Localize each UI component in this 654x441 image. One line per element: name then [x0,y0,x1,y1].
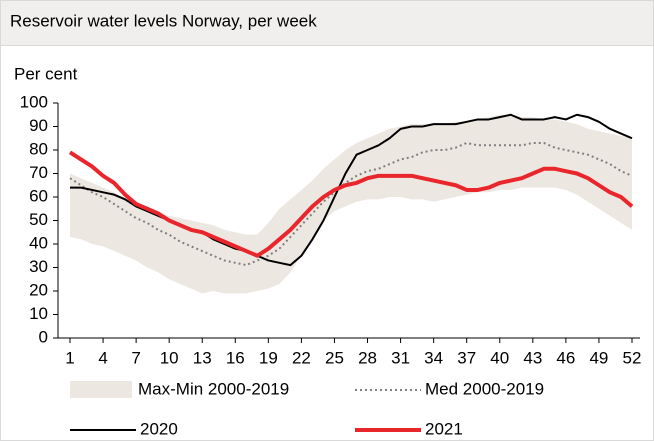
y-tick-label: 10 [29,304,48,323]
y-tick-label: 20 [29,280,48,299]
x-tick-label: 7 [131,348,140,367]
band [70,114,632,294]
x-tick-label: 28 [358,348,377,367]
x-tick-label: 19 [259,348,278,367]
x-tick-label: 16 [226,348,245,367]
x-tick-label: 22 [292,348,311,367]
x-tick-label: 49 [589,348,608,367]
y-tick-label: 40 [29,233,48,252]
x-tick-label: 52 [623,348,642,367]
y-tick-label: 60 [29,186,48,205]
x-tick-label: 10 [160,348,179,367]
x-tick-label: 4 [98,348,107,367]
legend-label: 2020 [140,419,178,438]
y-tick-label: 80 [29,139,48,158]
y-tick-label: 0 [39,327,48,346]
legend-label: Max-Min 2000-2019 [138,379,289,398]
x-tick-label: 37 [457,348,476,367]
chart-title: Reservoir water levels Norway, per week [10,11,317,30]
y-tick-label: 50 [29,210,48,229]
y-tick-label: 100 [20,92,48,111]
x-tick-label: 31 [391,348,410,367]
x-tick-label: 43 [523,348,542,367]
y-tick-label: 70 [29,163,48,182]
x-tick-label: 40 [490,348,509,367]
x-tick-label: 34 [424,348,443,367]
x-tick-label: 25 [325,348,344,367]
y-axis-label: Per cent [14,64,78,83]
legend-swatch [70,381,132,398]
y-tick-label: 30 [29,257,48,276]
y-tick-label: 90 [29,116,48,135]
x-tick-label: 46 [556,348,575,367]
line [68,150,634,258]
title-bar [0,0,654,46]
x-tick-label: 13 [193,348,212,367]
legend-label: Med 2000-2019 [425,379,544,398]
legend-label: 2021 [425,419,463,438]
x-tick-label: 1 [65,348,74,367]
